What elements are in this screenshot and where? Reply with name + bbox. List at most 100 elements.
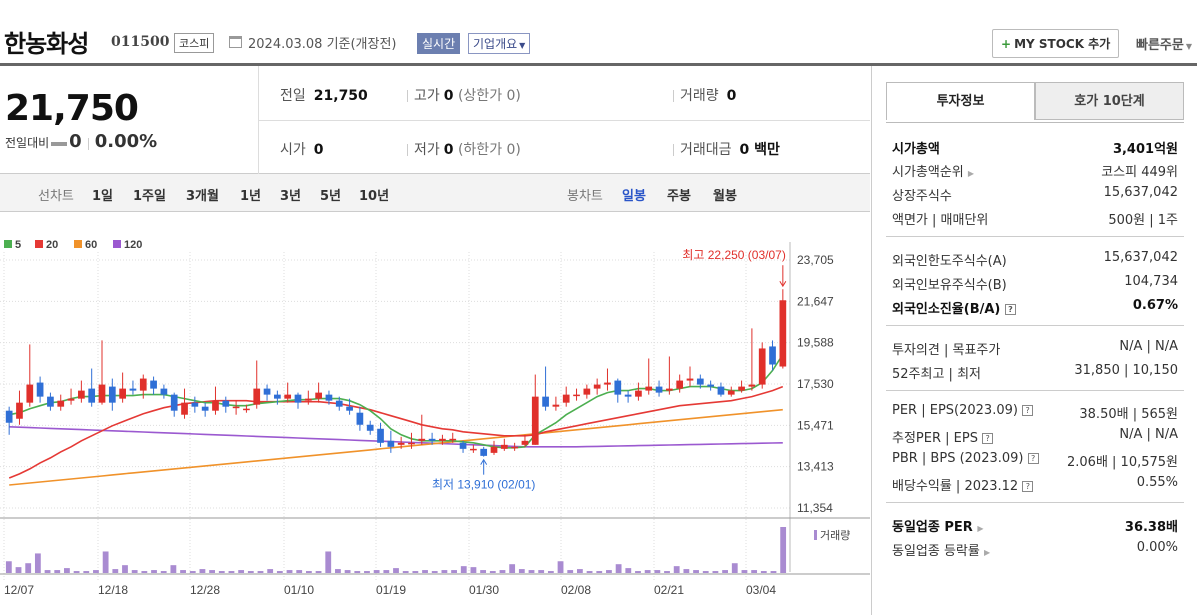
company-overview-dropdown[interactable]: 기업개요 ▼: [468, 33, 531, 54]
candle-weekly[interactable]: 주봉: [667, 189, 691, 204]
candle-body: [284, 394, 292, 399]
volume-bar: [131, 570, 138, 573]
candle-body: [304, 398, 312, 401]
x-tick-label: 01/30: [469, 583, 499, 597]
volume-bar: [383, 570, 390, 573]
volume-bar: [625, 568, 632, 573]
x-tick-label: 02/21: [654, 583, 684, 597]
volume-bar: [305, 571, 312, 573]
period-1d[interactable]: 1일: [92, 189, 114, 204]
candle-body: [397, 442, 405, 445]
info-row: 외국인한도주식수(A) 15,637,042: [892, 250, 1178, 270]
low-arrowhead: [480, 458, 488, 465]
candle-body: [614, 380, 622, 395]
candle-body: [542, 396, 549, 407]
volume-bar: [460, 566, 467, 573]
high-value: 0: [443, 88, 454, 104]
period-10y[interactable]: 10년: [359, 189, 390, 204]
candle-monthly[interactable]: 월봉: [713, 189, 737, 204]
volume-bar: [112, 569, 119, 573]
candle-body: [418, 438, 426, 441]
x-tick-label: 12/28: [190, 583, 220, 597]
realtime-button[interactable]: 실시간: [417, 33, 461, 54]
info-row: 추정PER | EPS ? N/A | N/A: [892, 427, 1178, 447]
legend-swatch: [113, 240, 121, 248]
info-value: 0.55%: [1136, 475, 1178, 490]
volume-bar: [615, 564, 622, 573]
candle-daily[interactable]: 일봉: [622, 189, 646, 204]
period-5y[interactable]: 5년: [320, 189, 342, 204]
x-tick-label: 03/04: [746, 583, 776, 597]
volume-bar: [673, 566, 680, 573]
volume-bar: [702, 571, 709, 573]
help-icon[interactable]: ?: [1022, 481, 1034, 492]
volume-bar: [257, 571, 264, 573]
tab-investment-info[interactable]: 투자정보: [886, 82, 1035, 120]
volume-legend-label: 거래량: [820, 529, 850, 542]
volume-bar: [122, 565, 128, 573]
volume-bar: [286, 570, 293, 573]
high-label: 고가: [414, 88, 440, 104]
candle-body: [480, 448, 488, 456]
info-row[interactable]: 동일업종 등락률 ▶ 0.00%: [892, 540, 1178, 560]
volume-bar: [654, 570, 661, 573]
help-icon[interactable]: ?: [1004, 304, 1016, 315]
period-1y[interactable]: 1년: [240, 189, 262, 204]
stock-chart: 12/07 12/18 12/28 01/10 01/19 01/30 02/08 02/21…: [0, 239, 870, 597]
candle-body: [449, 438, 457, 441]
open-price: 시가 0: [280, 139, 324, 159]
period-1w[interactable]: 1주일: [133, 189, 166, 204]
y-tick-label: 13,413: [797, 460, 834, 474]
candle-body: [150, 380, 157, 389]
add-mystock-button[interactable]: + MY STOCK 추가: [992, 29, 1120, 58]
info-row[interactable]: 동일업종 PER ▶ 36.38배: [892, 516, 1178, 536]
info-row[interactable]: 시가총액순위 ▶ 코스피 449위: [892, 161, 1178, 181]
help-icon[interactable]: ?: [1022, 405, 1034, 416]
volume-bar: [218, 571, 225, 573]
low-annotation: 최저 13,910 (02/01): [432, 478, 535, 492]
candle-body: [387, 440, 395, 447]
volume-bar: [267, 569, 274, 573]
volume-bar: [489, 571, 496, 573]
candle-body: [47, 396, 54, 407]
info-row: 투자의견 | 목표주가 N/A | N/A: [892, 339, 1178, 359]
y-tick-label: 19,588: [797, 336, 834, 350]
chevron-down-icon: ▼: [1185, 42, 1192, 51]
info-row: 외국인소진율(B/A) ? 0.67%: [892, 298, 1178, 318]
volume-bar: [470, 567, 477, 573]
change-percent: 0.00%: [94, 131, 158, 152]
info-row: PER | EPS(2023.09) ? 38.50배 | 565원: [892, 403, 1178, 423]
volume-bar: [760, 571, 767, 573]
volume-bar: [364, 571, 370, 573]
info-row: 배당수익률 | 2023.12 ? 0.55%: [892, 475, 1178, 495]
period-3y[interactable]: 3년: [280, 189, 302, 204]
volume-bar: [606, 570, 612, 573]
candle-body: [108, 386, 116, 403]
volume-bar: [393, 568, 399, 573]
candle-body: [470, 448, 477, 451]
tab-order-book[interactable]: 호가 10단계: [1035, 82, 1184, 120]
candle-body: [119, 388, 126, 399]
info-key: 외국인한도주식수(A): [892, 254, 1007, 269]
help-icon[interactable]: ?: [1027, 453, 1039, 464]
volume-bar: [741, 570, 748, 573]
info-value: 500원 | 1주: [1108, 213, 1178, 228]
amount-label: 거래대금: [680, 142, 732, 158]
market-badge: 코스피: [174, 33, 215, 53]
volume-bar: [325, 551, 332, 573]
candle-body: [604, 382, 611, 385]
quick-order-button[interactable]: 빠른주문 ▼: [1136, 34, 1192, 53]
candle-body: [738, 386, 745, 391]
x-tick-label: 01/10: [284, 583, 314, 597]
period-3m[interactable]: 3개월: [186, 189, 219, 204]
candle-body: [201, 406, 209, 411]
help-icon[interactable]: ?: [982, 433, 994, 444]
y-tick-label: 21,647: [797, 294, 834, 308]
candle-body: [408, 442, 415, 445]
x-tick-label: 12/07: [4, 583, 34, 597]
candle-body: [325, 394, 333, 401]
volume-bar: [73, 571, 80, 573]
volume-bar: [518, 569, 525, 573]
volume-bar: [54, 570, 61, 573]
info-value: 0.67%: [1132, 298, 1178, 313]
